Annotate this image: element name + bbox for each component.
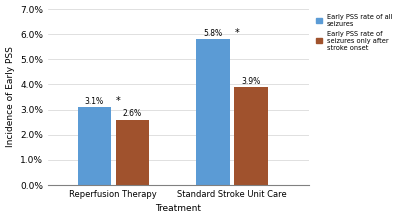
Bar <box>196 39 230 185</box>
Bar <box>116 120 149 185</box>
Legend: Early PSS rate of all
seizures, Early PSS rate of
seizures only after
stroke ons: Early PSS rate of all seizures, Early PS… <box>315 12 394 52</box>
Text: 2.6%: 2.6% <box>123 110 142 118</box>
Text: 5.8%: 5.8% <box>204 29 222 38</box>
Text: *: * <box>116 96 120 106</box>
Bar <box>78 107 111 185</box>
Text: *: * <box>234 28 239 38</box>
Text: 3.1%: 3.1% <box>85 97 104 106</box>
Text: 3.9%: 3.9% <box>241 77 261 86</box>
X-axis label: Treatment: Treatment <box>156 205 202 214</box>
Bar <box>234 87 268 185</box>
Y-axis label: Incidence of Early PSS: Incidence of Early PSS <box>6 47 14 147</box>
